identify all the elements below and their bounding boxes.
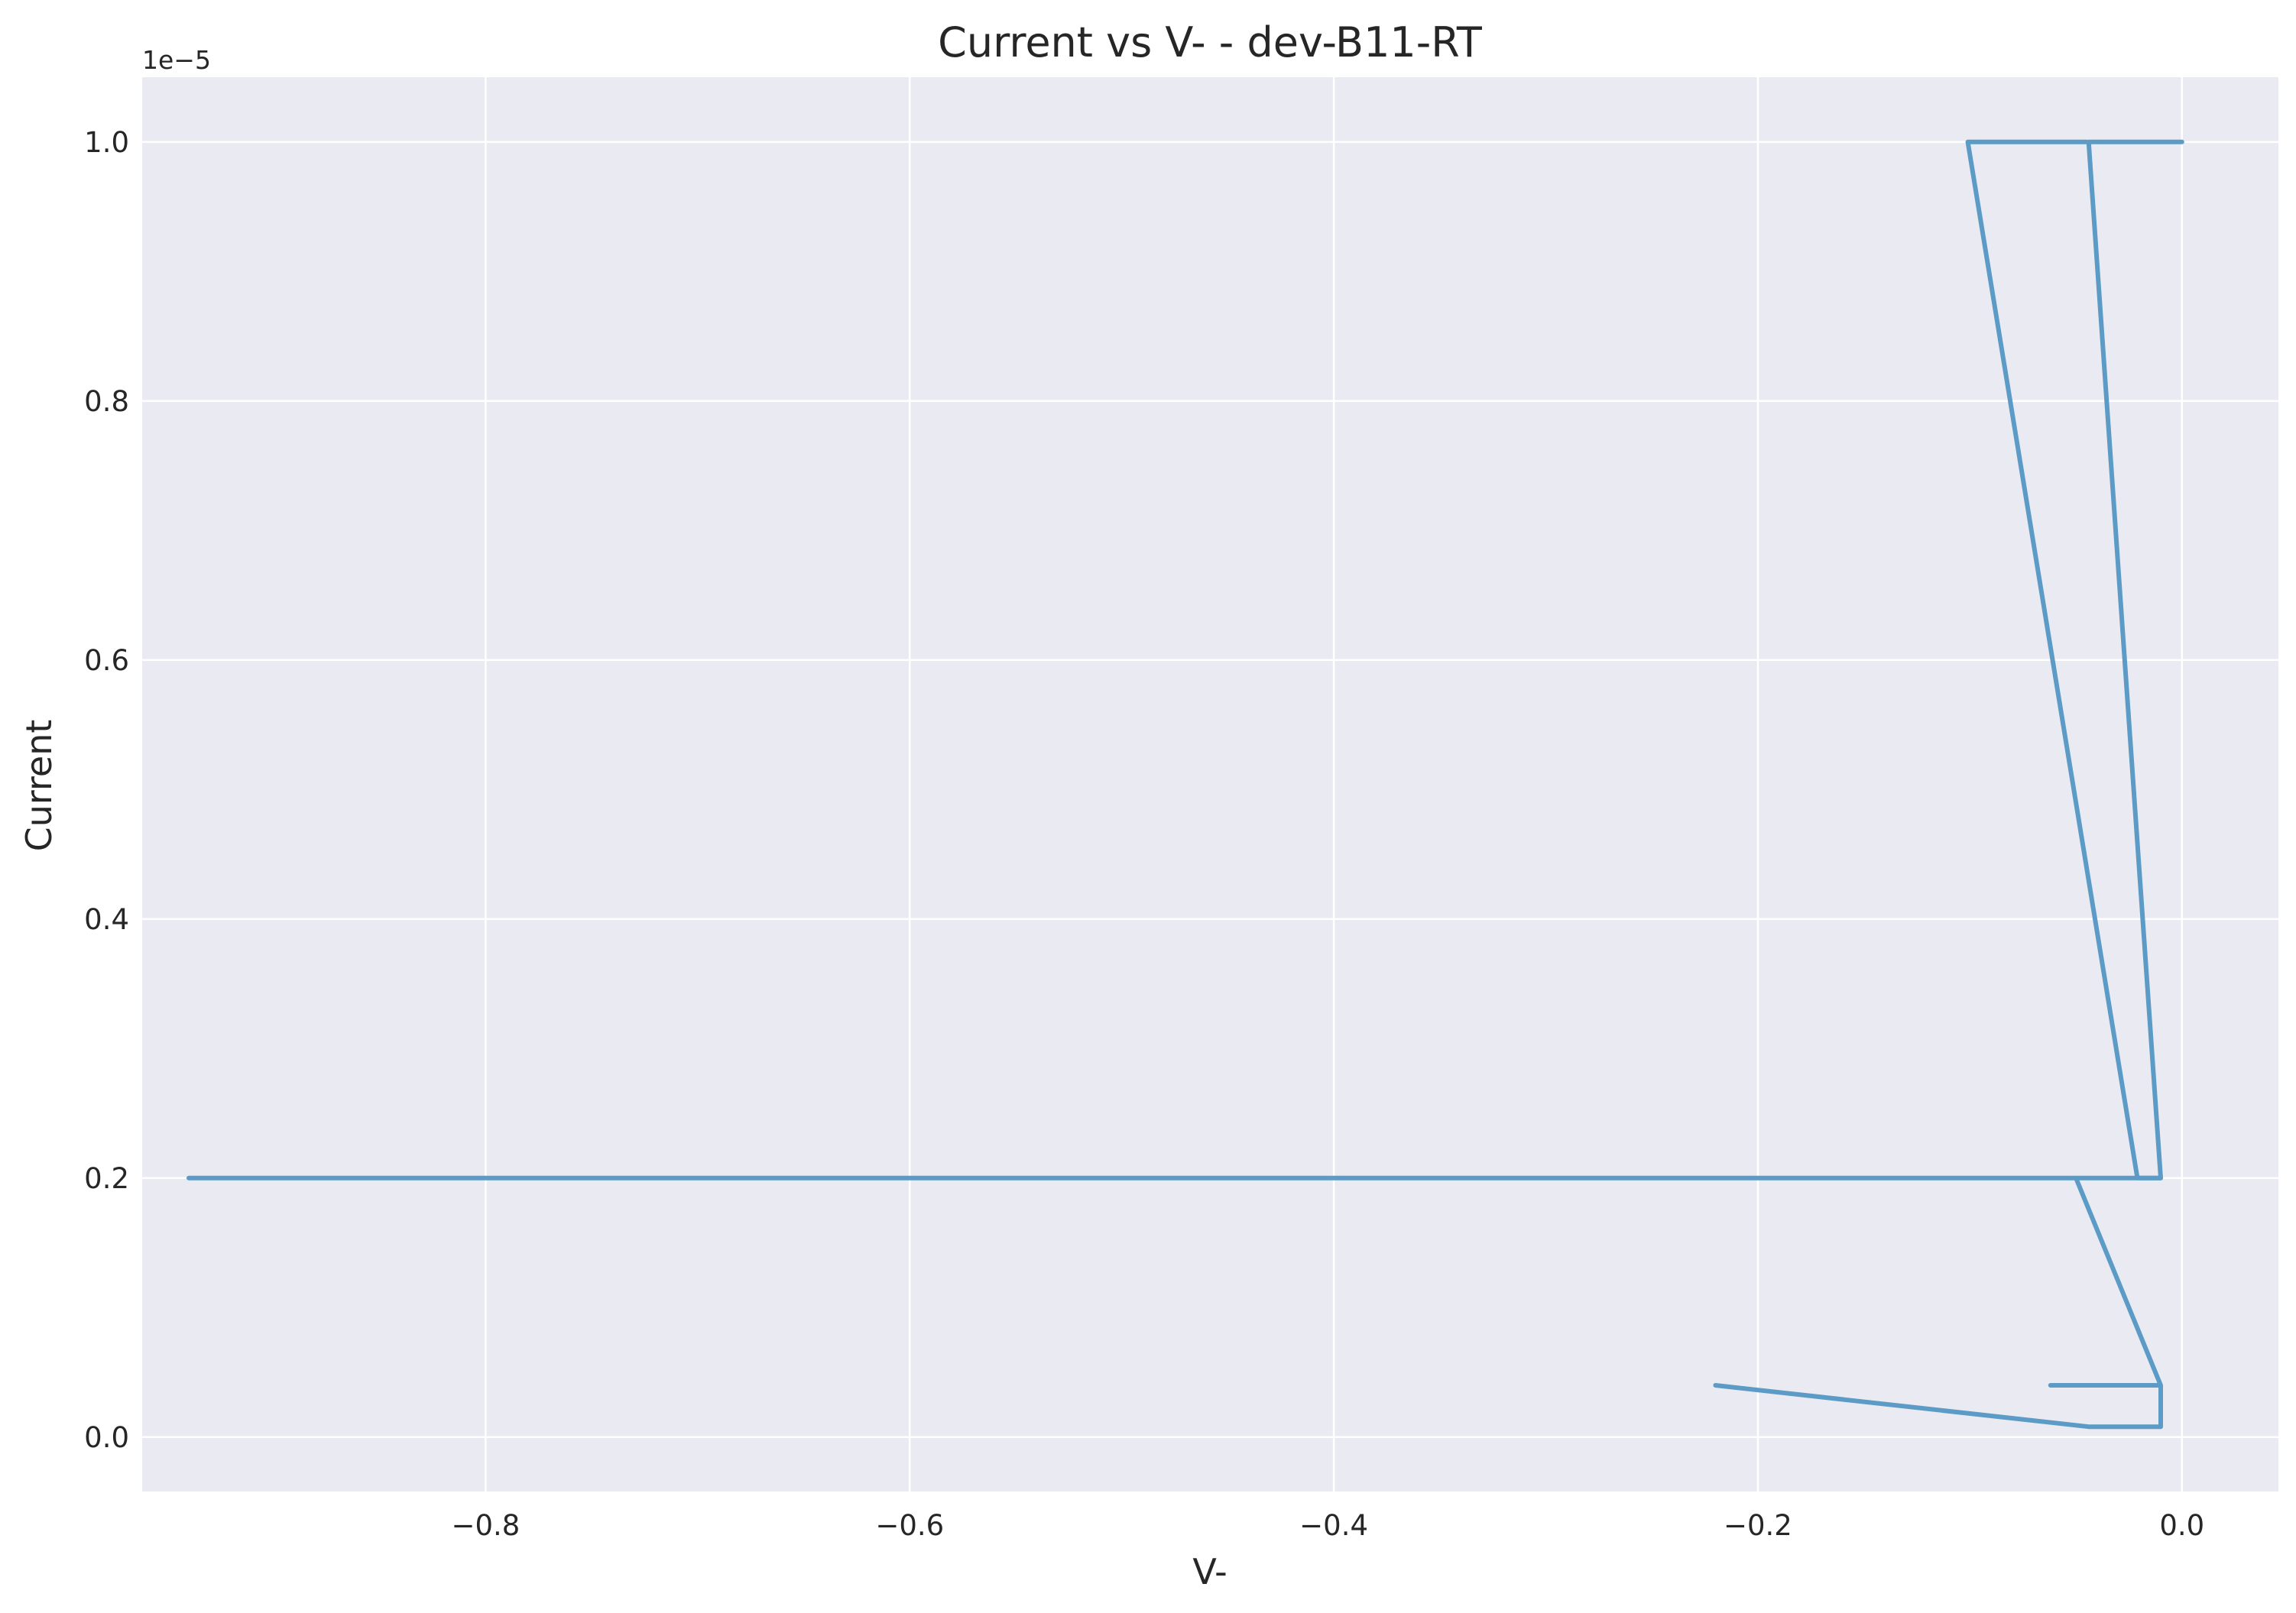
- x-tick-label: −0.2: [1724, 1509, 1792, 1542]
- x-axis-label: V-: [1192, 1551, 1227, 1592]
- x-tick-label: −0.6: [875, 1509, 944, 1542]
- chart-title: Current vs V- - dev-B11-RT: [938, 18, 1483, 66]
- tick-labels: −0.8 −0.6 −0.4 −0.2 0.0 0.0 0.2 0.4 0.6 0.8 1.0: [84, 126, 2204, 1542]
- x-tick-label: 0.0: [2159, 1509, 2204, 1542]
- series-layer: [186, 139, 2184, 1430]
- grid: [142, 77, 2278, 1492]
- series-line-2: [1965, 139, 2163, 1181]
- y-tick-label: 0.4: [84, 903, 129, 936]
- y-tick-label: 0.6: [84, 644, 129, 677]
- x-tick-label: −0.8: [451, 1509, 520, 1542]
- y-axis-offset-label: 1e−5: [142, 45, 211, 75]
- y-axis-label: Current: [18, 720, 60, 852]
- x-tick-label: −0.4: [1299, 1509, 1368, 1542]
- plot-area: [142, 77, 2278, 1492]
- y-tick-label: 0.0: [84, 1421, 129, 1454]
- y-tick-label: 1.0: [84, 126, 129, 159]
- y-tick-label: 0.2: [84, 1162, 129, 1195]
- series-line-1: [186, 139, 2184, 1430]
- y-tick-label: 0.8: [84, 385, 129, 418]
